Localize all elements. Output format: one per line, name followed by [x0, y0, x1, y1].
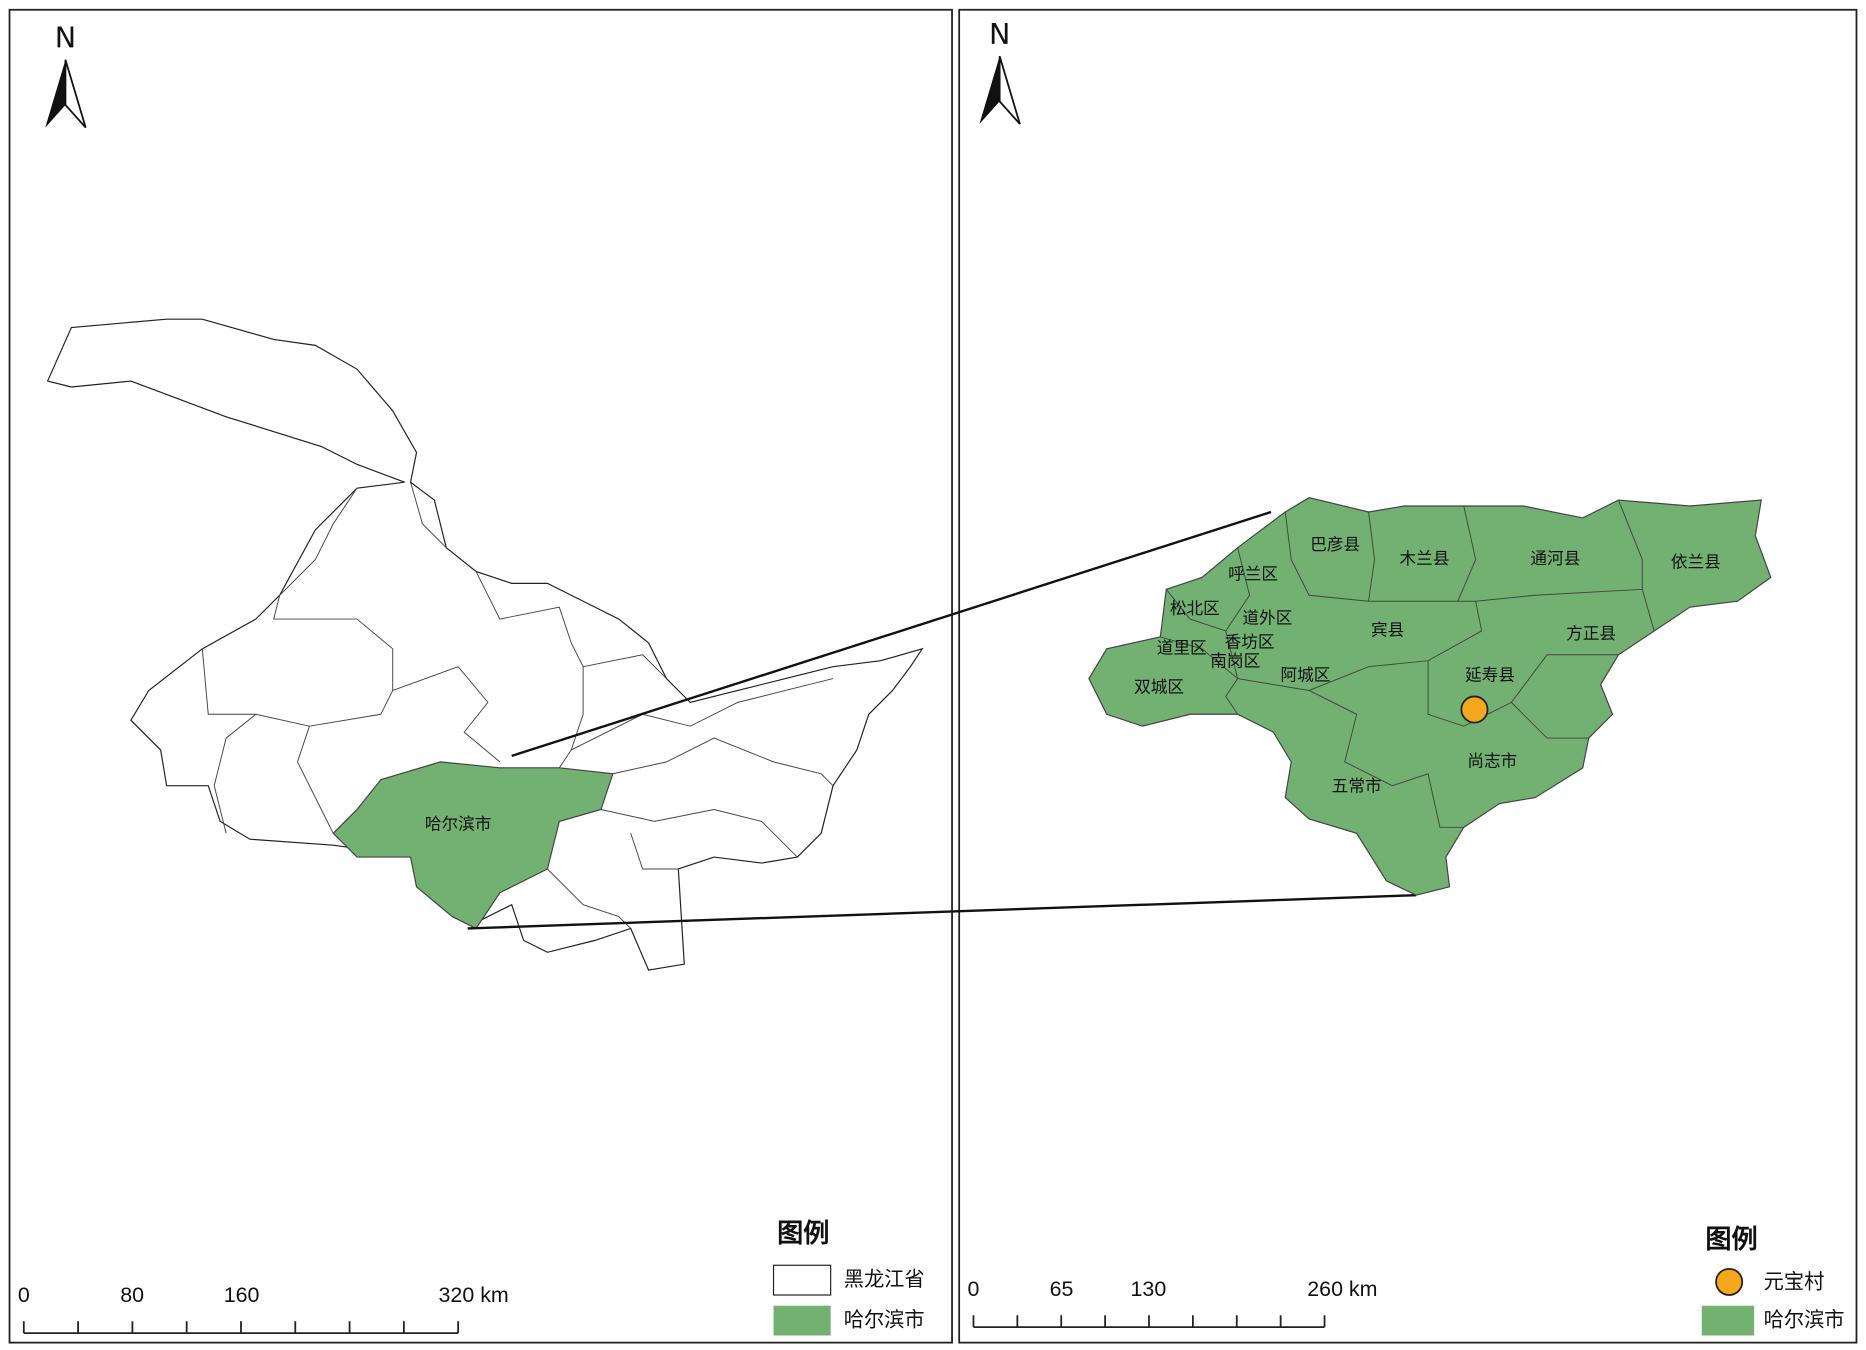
district-label: 依兰县	[1671, 553, 1721, 572]
province-outline	[46, 318, 924, 971]
district-label: 五常市	[1332, 776, 1382, 795]
legend-label: 黑龙江省	[844, 1267, 925, 1291]
legend-label: 哈尔滨市	[1764, 1308, 1845, 1332]
district-label: 南岗区	[1210, 651, 1260, 670]
district-label: 木兰县	[1400, 549, 1450, 568]
north-arrow	[979, 56, 1000, 125]
district-label: 延寿县	[1465, 666, 1515, 685]
district-label: 方正县	[1566, 624, 1616, 643]
north-label: N	[989, 17, 1010, 51]
district-label: 巴彦县	[1310, 535, 1360, 554]
legend-swatch	[1701, 1305, 1755, 1336]
district-label: 呼兰区	[1228, 565, 1278, 584]
scale-label: 260 km	[1307, 1277, 1377, 1301]
legend-title: 图例	[1705, 1225, 1757, 1255]
village-marker	[1460, 695, 1489, 724]
north-arrow	[45, 59, 66, 128]
district-label: 道外区	[1242, 609, 1292, 628]
scale-label: 0	[968, 1277, 980, 1301]
district-label: 双城区	[1134, 678, 1184, 697]
scale-label: 320 km	[439, 1283, 509, 1307]
legend-title: 图例	[777, 1219, 829, 1249]
connector-line	[467, 893, 1417, 930]
scale-label: 80	[120, 1283, 144, 1307]
legend-swatch	[773, 1305, 831, 1336]
north-label: N	[55, 21, 76, 55]
connector-line	[511, 510, 1272, 758]
district-label: 通河县	[1530, 549, 1580, 568]
district-label: 松北区	[1170, 599, 1220, 618]
north-arrow	[64, 59, 87, 129]
district-label: 宾县	[1371, 620, 1404, 639]
district-label: 尚志市	[1467, 751, 1517, 770]
scale-label: 130	[1131, 1277, 1167, 1301]
north-arrow	[998, 55, 1021, 125]
district-label: 香坊区	[1225, 632, 1275, 651]
scale-label: 65	[1050, 1277, 1074, 1301]
region-label: 哈尔滨市	[425, 814, 492, 833]
legend-symbol	[1715, 1267, 1744, 1296]
harbin-region	[332, 761, 614, 930]
legend-label: 哈尔滨市	[844, 1308, 925, 1332]
district-label: 阿城区	[1281, 666, 1331, 685]
scale-label: 160	[224, 1283, 260, 1307]
scale-label: 0	[18, 1283, 30, 1307]
district-label: 道里区	[1157, 638, 1207, 657]
legend-label: 元宝村	[1764, 1270, 1825, 1294]
county-borders	[201, 482, 834, 929]
legend-swatch	[772, 1264, 832, 1296]
